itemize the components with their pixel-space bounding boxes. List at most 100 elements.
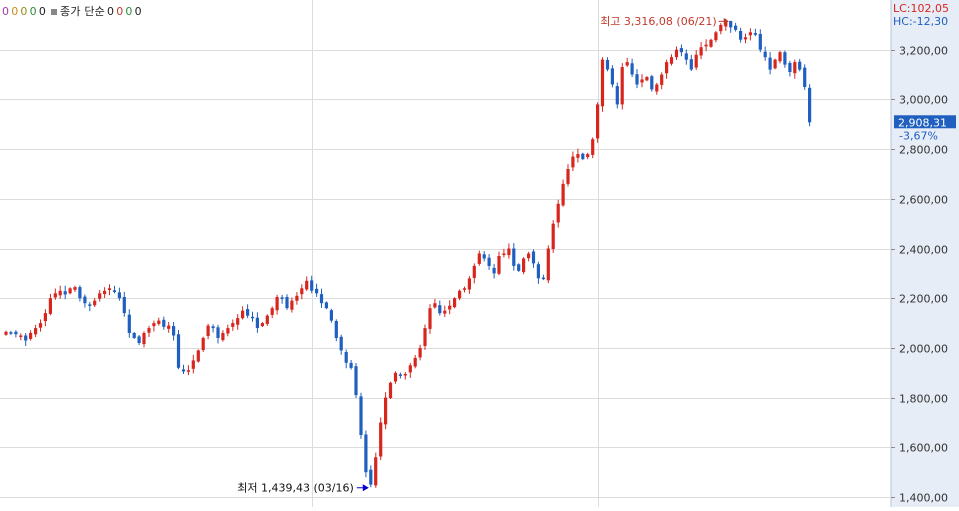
price-axis-background (891, 0, 959, 507)
candle-body (615, 86, 619, 105)
candle-body (576, 154, 580, 158)
legend-item: 0 (2, 5, 10, 18)
candle-body (364, 434, 368, 473)
candle-body (300, 288, 304, 295)
current-price-tag (894, 115, 956, 129)
candle-body (246, 309, 250, 316)
candle-body (482, 254, 486, 259)
candle-body (586, 154, 590, 158)
candle-body (43, 313, 47, 322)
candle-body (566, 169, 570, 184)
candle-body (206, 325, 210, 336)
candle-body (635, 74, 639, 85)
candle-body (181, 369, 186, 372)
candle-body (38, 323, 43, 328)
candle-body (669, 57, 674, 64)
candle-body (739, 31, 743, 40)
candle-body (9, 332, 13, 334)
candle-body (172, 326, 176, 336)
candle-body (541, 277, 545, 280)
candle-body (743, 37, 748, 40)
candle-body (522, 258, 526, 273)
candle-body (438, 305, 442, 314)
candle-body (393, 372, 398, 382)
hc-label: HC:-12,30 (893, 15, 948, 28)
legend-item: 0 (11, 5, 19, 18)
candle-body (650, 76, 654, 90)
candle-body (354, 366, 358, 396)
candle-body (147, 328, 151, 333)
candle-body (709, 39, 713, 47)
candle-body (19, 335, 23, 337)
candle-body (768, 57, 772, 70)
candle-body (458, 290, 462, 299)
y-tick-label: 2,400,00 (899, 244, 948, 257)
candle-body (428, 308, 432, 329)
legend-item: 0 (134, 5, 142, 18)
y-tick-label: 2,200,00 (899, 293, 948, 306)
candle-body (157, 320, 161, 324)
candle-body (211, 326, 215, 329)
candle-body (798, 61, 802, 70)
candle-body (34, 328, 38, 335)
candle-body (443, 310, 447, 314)
candle-body (186, 370, 190, 372)
candle-body (536, 264, 540, 279)
candle-body (48, 298, 52, 314)
candle-body (551, 223, 555, 249)
max-annotation: 최고 3,316,08 (06/21) (600, 15, 717, 28)
candle-body (388, 382, 393, 398)
candle-body (610, 68, 614, 85)
candle-body (83, 296, 87, 304)
candle-body (324, 302, 328, 309)
candle-body (571, 156, 575, 168)
y-tick-label: 1,800,00 (899, 393, 948, 406)
candle-body (98, 293, 102, 299)
y-tick-label: 1,400,00 (899, 492, 948, 505)
candle-body (600, 59, 605, 107)
candle-body (413, 357, 417, 367)
candle-body (640, 79, 644, 83)
candle-body (24, 335, 28, 341)
legend-item: 0 (20, 5, 28, 18)
candle-body (418, 347, 422, 358)
candle-body (270, 308, 274, 315)
candle-body (467, 278, 471, 290)
candle-body (167, 325, 171, 329)
candle-body (142, 333, 146, 345)
candle-body (310, 280, 314, 291)
candle-body (73, 287, 77, 290)
candle-body (729, 20, 733, 28)
candle-body (63, 291, 67, 295)
candle-body (408, 365, 412, 373)
candle-body (201, 338, 205, 350)
candle-body (531, 251, 536, 264)
candle-body (433, 303, 437, 308)
candle-body (29, 333, 33, 339)
candle-body (689, 59, 693, 70)
candle-body (319, 294, 324, 304)
candle-body (403, 374, 407, 376)
candle-body (699, 47, 703, 56)
candle-body (546, 248, 550, 281)
candle-body (561, 183, 565, 206)
candle-body (679, 48, 683, 53)
candle-body (137, 336, 141, 343)
candle-body (507, 248, 511, 256)
max-arrow-icon (723, 17, 729, 25)
candle-body (527, 253, 531, 259)
candle-body (453, 298, 457, 308)
candle-body (487, 257, 491, 266)
candle-body (122, 297, 126, 314)
candle-body (58, 290, 62, 296)
candle-body (477, 253, 481, 264)
candle-body (339, 336, 343, 351)
candle-body (112, 290, 117, 292)
candle-body (191, 360, 195, 369)
candle-body (152, 323, 156, 327)
candle-body (497, 256, 501, 274)
candle-body (107, 288, 112, 290)
candle-body (605, 60, 610, 70)
candle-body (773, 59, 777, 69)
